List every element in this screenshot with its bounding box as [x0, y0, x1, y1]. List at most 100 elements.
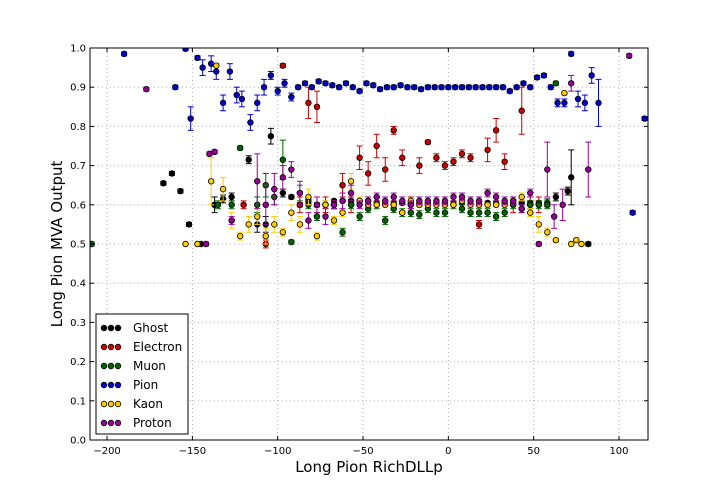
data-point — [160, 180, 167, 187]
data-point — [492, 213, 500, 220]
data-point — [475, 197, 483, 205]
data-point — [279, 156, 287, 163]
data-point — [568, 50, 575, 58]
data-point — [479, 83, 486, 91]
series-proton — [143, 52, 633, 248]
data-point — [578, 240, 585, 248]
data-point — [236, 144, 244, 152]
data-point — [547, 83, 554, 91]
data-point — [390, 127, 397, 134]
data-point — [373, 142, 380, 150]
data-point — [382, 217, 389, 224]
data-point — [305, 217, 312, 224]
legend-marker — [107, 362, 115, 370]
data-point — [484, 189, 491, 197]
data-point — [182, 48, 189, 52]
data-point — [568, 240, 575, 248]
data-point — [301, 80, 309, 87]
data-point — [143, 85, 150, 93]
y-tick-label: 0.7 — [70, 161, 86, 172]
data-point — [347, 178, 355, 185]
data-point — [194, 54, 201, 61]
data-point — [168, 170, 176, 177]
data-point — [527, 201, 534, 208]
data-point — [339, 181, 346, 189]
data-point — [484, 201, 491, 208]
data-point — [484, 209, 491, 216]
x-tick-label: −50 — [352, 446, 373, 457]
y-tick-label: 0.9 — [70, 83, 86, 94]
data-point — [568, 80, 575, 87]
data-point — [294, 83, 302, 91]
axis-ticks: −200 −150 −100 −50 0 50 100 0.0 0.1 0.2 0.3 0.4 0.5 0… — [70, 44, 648, 457]
data-point — [581, 99, 589, 107]
data-point — [211, 148, 218, 156]
data-point — [120, 50, 128, 58]
data-point — [219, 185, 227, 193]
data-point — [233, 91, 240, 99]
legend-entry-proton: Proton — [100, 416, 172, 430]
data-point — [441, 162, 449, 169]
data-point — [574, 95, 582, 103]
data-series — [90, 48, 648, 249]
data-point — [626, 52, 633, 60]
data-point — [288, 193, 295, 201]
data-point — [564, 187, 571, 195]
data-point — [450, 158, 457, 165]
data-point — [364, 170, 372, 177]
data-point — [279, 174, 287, 181]
data-point — [475, 221, 483, 228]
data-point — [554, 99, 561, 107]
x-axis-title: Long Pion RichDLLp — [295, 458, 443, 476]
legend-marker — [107, 324, 115, 332]
data-point — [450, 201, 457, 208]
legend: Ghost Electron Muon Pion Kaon Proton — [95, 313, 189, 435]
data-point — [213, 68, 220, 75]
data-point — [313, 213, 321, 220]
data-point — [376, 85, 384, 93]
data-point — [595, 99, 602, 107]
data-point — [561, 99, 568, 107]
data-point — [451, 83, 459, 91]
x-tick-label: 50 — [527, 446, 540, 457]
data-point — [373, 201, 380, 208]
data-point — [271, 185, 278, 193]
data-point — [228, 217, 235, 224]
data-point — [641, 115, 648, 122]
data-point — [279, 229, 287, 236]
data-point — [450, 193, 457, 201]
data-point — [467, 154, 474, 161]
data-point — [518, 107, 525, 114]
data-point — [228, 201, 235, 208]
data-point — [245, 221, 252, 228]
data-point — [322, 213, 329, 220]
data-point — [559, 201, 566, 208]
data-point — [329, 82, 336, 89]
data-point — [219, 99, 227, 107]
data-point — [305, 99, 312, 107]
data-point — [313, 232, 321, 240]
data-point — [465, 83, 473, 91]
data-point — [279, 62, 287, 69]
x-tick-label: −100 — [264, 446, 291, 457]
data-point — [335, 83, 343, 91]
data-point — [279, 189, 287, 197]
data-point — [262, 201, 269, 208]
series-pion — [120, 48, 648, 216]
y-tick-label: 0.8 — [70, 122, 86, 133]
data-point — [214, 201, 222, 208]
data-point — [199, 64, 206, 71]
data-point — [187, 115, 194, 122]
y-tick-label: 0.5 — [70, 240, 86, 251]
data-point — [492, 83, 500, 91]
data-point — [185, 221, 193, 228]
data-point — [356, 213, 363, 220]
data-point — [407, 201, 415, 208]
data-point — [424, 83, 432, 91]
legend-entry-ghost: Ghost — [100, 321, 168, 335]
data-point — [501, 197, 508, 205]
data-point — [390, 83, 397, 91]
legend-marker — [100, 400, 108, 408]
data-point — [254, 213, 261, 220]
